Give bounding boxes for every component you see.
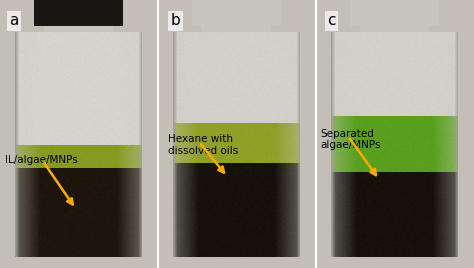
Text: b: b bbox=[171, 13, 181, 28]
Text: Hexane with
dissolved oils: Hexane with dissolved oils bbox=[168, 134, 238, 156]
Text: a: a bbox=[9, 13, 19, 28]
Text: c: c bbox=[327, 13, 336, 28]
Text: IL/algae/MNPs: IL/algae/MNPs bbox=[5, 155, 77, 165]
Text: Separated
algae/MNPs: Separated algae/MNPs bbox=[320, 129, 381, 150]
